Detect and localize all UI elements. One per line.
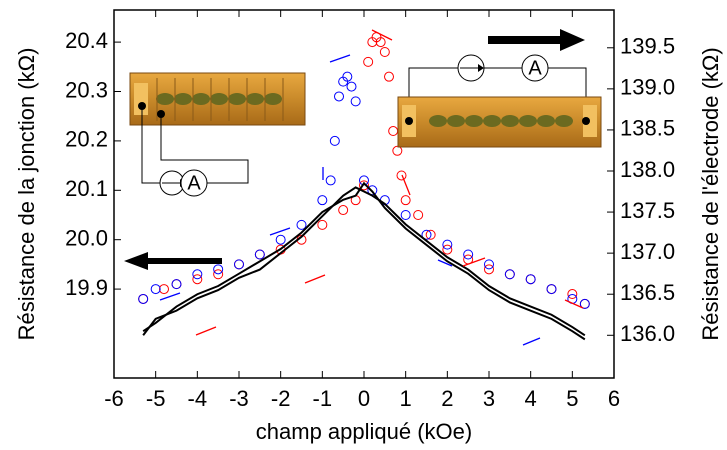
data-point	[171, 279, 182, 290]
data-point	[388, 126, 399, 137]
data-point	[413, 209, 424, 220]
x-tick-label: 6	[608, 386, 620, 411]
y-tick-label: 20.0	[65, 226, 108, 251]
data-point	[392, 145, 403, 156]
data-point	[338, 76, 349, 87]
y-axis-title: Résistance de la jonction (kΩ)	[14, 48, 39, 341]
data-point	[275, 234, 286, 245]
data-point	[525, 274, 536, 285]
x-tick-label: 2	[441, 386, 453, 411]
sweep-arrow	[124, 252, 222, 270]
y2-tick-label: 138.0	[620, 157, 675, 182]
data-point	[234, 259, 244, 270]
y2-tick-label: 138.5	[620, 116, 675, 141]
data-point	[138, 293, 149, 304]
y2-axis-title: Résistance de l'électrode (kΩ)	[698, 47, 723, 340]
y-tick-label: 20.3	[65, 77, 108, 102]
data-point	[254, 249, 265, 260]
data-point	[363, 56, 374, 67]
data-point	[338, 205, 349, 216]
x-tick-label: 5	[566, 386, 578, 411]
y-tick-label: 20.1	[65, 176, 108, 201]
data-point	[421, 229, 432, 240]
data-point	[400, 209, 411, 220]
y-tick-label: 19.9	[65, 275, 108, 300]
x-tick-label: -3	[229, 386, 249, 411]
data-point	[442, 244, 453, 255]
data-point	[350, 96, 361, 107]
data-point	[317, 195, 328, 206]
data-point	[484, 259, 494, 270]
data-point	[192, 269, 203, 280]
data-point	[546, 284, 557, 295]
data-point	[400, 195, 411, 206]
x-tick-label: 0	[358, 386, 370, 411]
inset-left	[129, 72, 306, 197]
data-point	[325, 175, 336, 186]
y2-tick-label: 139.5	[620, 34, 675, 59]
x-tick-label: 1	[400, 386, 412, 411]
x-tick-label: -4	[188, 386, 208, 411]
data-point	[150, 284, 161, 295]
data-point	[463, 249, 474, 260]
data-point	[484, 264, 494, 275]
x-tick-label: -5	[146, 386, 166, 411]
x-tick-label: -1	[313, 386, 333, 411]
inset-right	[397, 54, 602, 148]
x-tick-label: 4	[525, 386, 537, 411]
data-point	[567, 289, 578, 300]
y2-tick-label: 139.0	[620, 75, 675, 100]
data-point	[425, 229, 436, 240]
data-point	[317, 219, 328, 230]
x-axis-title: champ appliqué (kOe)	[256, 419, 472, 444]
data-point	[375, 37, 386, 48]
series-line	[142, 186, 586, 337]
y2-tick-label: 137.5	[620, 198, 675, 223]
x-tick-label: -6	[104, 386, 124, 411]
annotation: A	[187, 172, 201, 194]
data-point	[442, 239, 453, 250]
data-point	[579, 298, 590, 309]
series-line	[142, 181, 586, 341]
data-layer	[138, 32, 590, 341]
annotation: A	[528, 57, 542, 79]
x-tick-label: -2	[271, 386, 291, 411]
data-point	[396, 170, 407, 181]
data-point	[192, 274, 203, 285]
data-point	[213, 264, 224, 275]
data-point	[504, 269, 515, 280]
y2-tick-label: 136.0	[620, 321, 675, 346]
data-point	[296, 219, 307, 230]
data-point	[329, 135, 340, 146]
y2-tick-label: 137.0	[620, 239, 675, 264]
sweep-arrow	[488, 29, 585, 51]
x-tick-label: 3	[483, 386, 495, 411]
y-tick-label: 20.4	[65, 28, 108, 53]
data-point	[213, 269, 224, 280]
y-tick-label: 20.2	[65, 127, 108, 152]
data-point	[334, 91, 344, 102]
data-point	[159, 284, 169, 295]
y2-tick-label: 136.5	[620, 280, 675, 305]
data-point	[359, 180, 369, 191]
data-point	[384, 71, 394, 82]
direction-arrows	[159, 29, 584, 346]
data-point	[346, 81, 357, 92]
data-point	[379, 46, 390, 57]
